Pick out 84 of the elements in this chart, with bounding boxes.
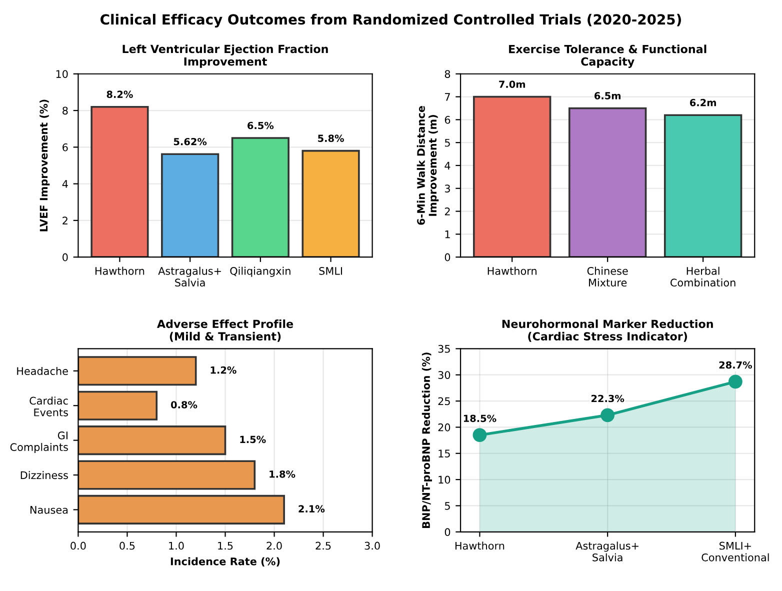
y-tick-label: GI Complaints [10,431,68,454]
x-tick-label: Herbal Combination [670,266,736,287]
bar [78,426,226,456]
data-label: 5.8% [318,134,344,142]
bar [161,153,220,258]
data-label: 6.5m [594,92,620,100]
x-axis-title: Incidence Rate (%) [170,557,280,567]
y-tick-label: 0 [444,253,450,262]
y-tick-label: Headache [17,366,68,376]
bar [78,460,256,490]
y-tick-label: 25 [438,397,450,406]
bar [78,356,197,386]
y-tick-label: 3 [444,184,450,192]
data-label: 1.5% [240,436,266,444]
chart-title: Exercise Tolerance & Functional Capacity [509,44,706,68]
y-tick-label: 0 [62,253,68,262]
y-tick-label: 10 [56,70,68,78]
y-tick-label: 2 [62,216,68,224]
x-tick-label: SMLI [319,266,342,275]
bar [90,106,149,258]
y-tick-label: 6 [62,143,68,152]
y-tick-label: 8 [62,106,68,115]
point [472,428,487,442]
y-tick-label: 30 [438,371,450,379]
y-tick-label: 7 [445,93,450,101]
bar [302,150,360,258]
y-axis-title: LVEF Improvement (%) [40,100,50,232]
x-tick-label: Hawthorn [95,266,144,275]
data-label: 2.1% [298,505,325,513]
bar [78,494,285,524]
y-tick-label: 0 [444,528,450,536]
x-tick-label: Qiliqiangxin [230,266,290,277]
y-axis-title: BNP/NT-proBNP Reduction (%) [422,352,432,528]
chart-title: Neurohormonal Marker Reduction (Cardiac Stress Indicator) [502,319,713,342]
y-tick-label: Nausea [30,506,68,514]
data-label: 5.62% [174,138,207,146]
y-tick-label: 5 [444,138,450,147]
data-label: 18.5% [464,414,496,422]
y-tick-label: Cardiac Events [30,396,68,416]
bar [568,107,647,258]
bar [231,137,290,258]
data-label: 22.3% [591,394,624,402]
x-tick-label: 0.5 [120,542,135,550]
y-tick-label: 4 [62,180,68,188]
y-tick-label: 35 [438,344,450,353]
bar [664,114,742,258]
x-tick-label: Hawthorn [488,266,536,275]
y-tick-label: 8 [444,70,450,78]
x-tick-label: 3.0 [364,542,380,550]
x-tick-label: Astragalus+ Salvia [158,266,221,287]
y-tick-label: 5 [444,502,450,510]
x-tick-label: 2.0 [266,542,282,550]
y-tick-label: 10 [438,476,450,484]
x-tick-label: Hawthorn [455,542,504,550]
y-axis-title: 6-Min Walk Distance Improvement (m) [416,106,439,225]
y-tick-label: Dizziness [20,471,68,480]
y-tick-label: 20 [438,423,450,432]
bar [472,96,552,258]
x-tick-label: Chinese Mixture [587,266,628,287]
data-label: 1.8% [270,470,296,478]
data-label: 6.5% [248,122,274,130]
chart-title: Left Ventricular Ejection Fraction Improvement [122,44,328,68]
y-tick-label: 1 [445,230,450,238]
y-tick-label: 6 [444,116,450,124]
x-tick-label: 2.5 [316,542,331,550]
x-tick-label: SMLI+ Conventional [702,542,769,562]
data-label: 6.2m [690,98,716,106]
point [728,374,742,389]
data-label: 7.0m [499,80,525,88]
x-tick-label: 0.0 [70,542,86,550]
x-tick-label: 1.0 [169,542,184,550]
y-tick-label: 2 [444,208,450,216]
x-tick-label: Astragalus+ Salvia [576,542,638,562]
y-tick-label: 4 [444,162,450,170]
chart-title: Adverse Effect Profile (Mild & Transient) [156,319,294,342]
data-label: 0.8% [170,401,198,408]
data-label: 8.2% [106,90,133,98]
data-label: 28.7% [719,361,752,369]
point [600,408,615,422]
data-label: 1.2% [210,366,236,374]
text: Clinical Efficacy Outcomes from Randomized Controlled Trials (2020-2025) [100,14,681,28]
bar [78,390,158,420]
y-tick-label: 15 [438,450,450,458]
x-tick-label: 1.5 [218,542,233,550]
